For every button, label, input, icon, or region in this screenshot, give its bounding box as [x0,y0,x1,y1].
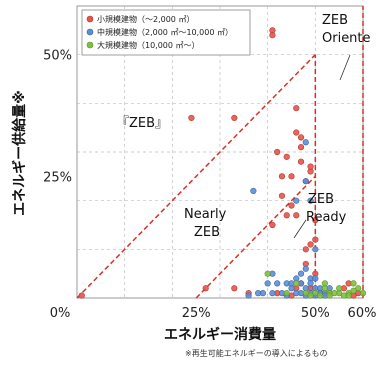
point-small-building [297,158,305,165]
footnote: ※再生可能エネルギーの導入によるもの [185,349,328,358]
point-large-building [293,280,300,287]
point-small-building [307,241,314,248]
point-small-building [269,221,276,229]
point-medium-building [307,280,314,287]
x-tick-label: 0% [50,306,71,321]
legend-marker-medium [86,28,94,36]
point-small-building [269,32,276,39]
legend: 小規模建物（〜2,000 ㎡） 中規模建物（2,000 ㎡〜10,000 ㎡） … [81,9,251,56]
point-medium-building [250,187,257,195]
zone-boundary-nearly-zeb [195,175,316,299]
x-axis-title: エネルギー消費量 [164,326,276,343]
point-small-building [297,144,305,151]
point-medium-building [312,275,319,282]
data-points [78,27,367,299]
point-large-building [326,292,333,299]
point-large-building [345,292,352,299]
point-small-building [188,114,195,122]
point-medium-building [259,290,267,297]
x-tick-label: 25% [182,306,211,321]
zone-label-zeb-ready: ZEB Ready [306,192,347,225]
point-medium-building [302,139,309,146]
point-large-building [264,270,271,277]
zone-boundaries [76,6,364,299]
point-small-building [297,134,305,141]
point-small-building [312,217,319,224]
point-small-building [293,212,300,219]
x-tick-label: 50% [301,306,330,321]
point-large-building [312,290,319,297]
zone-pointer-ready [293,219,307,239]
zone-pointer-oriented [339,54,351,81]
point-small-building [307,163,314,170]
zone-label-line: ZEB [194,225,220,240]
point-medium-building [312,246,319,253]
point-small-building [288,173,295,180]
point-small-building [231,114,238,122]
point-medium-building [302,178,309,185]
point-large-building [283,290,290,297]
point-small-building [302,246,309,253]
point-small-building [312,236,319,243]
point-small-building [231,285,238,292]
point-medium-building [293,197,300,204]
point-large-building [321,285,328,292]
zone-label-line: ZEB [308,192,334,207]
legend-label-small: 小規模建物（〜2,000 ㎡） [97,14,194,24]
point-large-building [331,290,338,297]
point-medium-building [269,290,276,297]
zone-label-line: Ready [306,210,347,225]
zone-label-line: Nearly [184,207,227,222]
legend-label-medium: 中規模建物（2,000 ㎡〜10,000 ㎡） [97,27,233,37]
point-small-building [278,192,286,199]
legend-marker-small [86,15,94,23]
point-large-building [350,280,357,287]
point-large-building [350,287,357,294]
point-small-building [202,285,209,292]
zone-label-nearly-zeb: Nearly ZEB [184,207,230,240]
point-small-building [278,173,286,180]
point-small-building [288,202,295,209]
point-small-building [78,292,85,299]
zone-label-line: ZEB [322,13,348,28]
point-medium-building [293,290,300,297]
point-small-building [283,212,290,219]
zone-boundary-zeb [76,54,316,299]
zone-label-zeb-oriented: ZEB Oriente [322,13,371,46]
y-axis-title: エネルギー供給量※ [11,90,28,216]
point-large-building [355,285,362,292]
axis-ticks: 0% 25% 50% 60% 25% 50% [43,49,376,321]
point-small-building [283,153,290,160]
legend-box [81,9,251,56]
point-small-building [274,148,281,156]
point-medium-building [302,265,309,272]
zone-label-line: Oriente [322,31,371,46]
y-tick-label: 50% [43,49,72,64]
point-medium-building [297,270,305,277]
point-large-building [317,292,324,299]
point-medium-building [307,197,314,204]
point-large-building [307,292,314,299]
point-medium-building [264,280,271,287]
y-tick-label: 25% [43,170,72,185]
legend-label-large: 大規模建物（10,000 ㎡〜） [97,40,200,50]
point-small-building [293,105,300,112]
point-medium-building [245,292,252,299]
legend-marker-large [86,41,94,49]
zone-label-zeb: 『ZEB』 [116,116,168,131]
point-medium-building [274,280,281,287]
point-large-building [302,290,309,297]
zone-label-line: 『ZEB』 [116,116,168,131]
point-small-building [293,129,300,136]
point-large-building [336,285,343,292]
point-large-building [359,290,367,297]
x-tick-label: 60% [348,306,377,321]
